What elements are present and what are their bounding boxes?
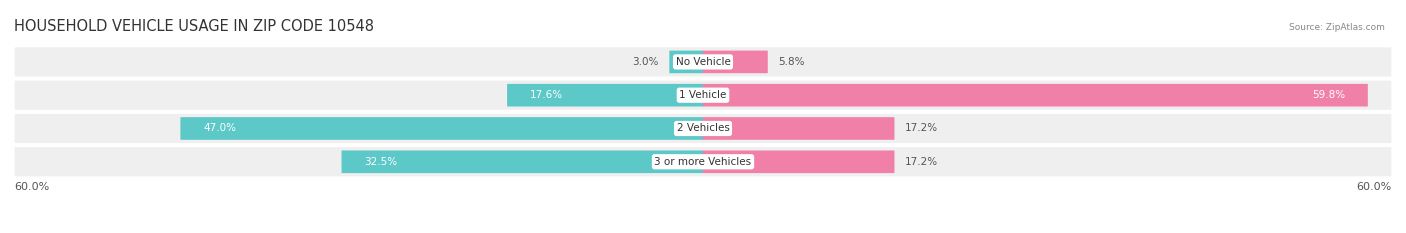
FancyBboxPatch shape	[703, 51, 768, 73]
Text: 2 Vehicles: 2 Vehicles	[676, 123, 730, 134]
FancyBboxPatch shape	[180, 117, 703, 140]
FancyBboxPatch shape	[342, 151, 703, 173]
FancyBboxPatch shape	[703, 84, 1368, 106]
Text: 60.0%: 60.0%	[1357, 182, 1392, 192]
FancyBboxPatch shape	[14, 46, 1392, 78]
Text: 47.0%: 47.0%	[202, 123, 236, 134]
FancyBboxPatch shape	[14, 113, 1392, 144]
Text: 17.2%: 17.2%	[905, 123, 938, 134]
FancyBboxPatch shape	[14, 79, 1392, 111]
FancyBboxPatch shape	[703, 151, 894, 173]
Text: Source: ZipAtlas.com: Source: ZipAtlas.com	[1289, 23, 1385, 32]
FancyBboxPatch shape	[508, 84, 703, 106]
Text: 17.2%: 17.2%	[905, 157, 938, 167]
FancyBboxPatch shape	[669, 51, 703, 73]
Text: 60.0%: 60.0%	[14, 182, 49, 192]
Text: 59.8%: 59.8%	[1312, 90, 1346, 100]
Text: 32.5%: 32.5%	[364, 157, 398, 167]
Text: HOUSEHOLD VEHICLE USAGE IN ZIP CODE 10548: HOUSEHOLD VEHICLE USAGE IN ZIP CODE 1054…	[14, 19, 374, 34]
Text: 3.0%: 3.0%	[633, 57, 658, 67]
Legend: Owner-occupied, Renter-occupied: Owner-occupied, Renter-occupied	[583, 230, 823, 233]
Text: 1 Vehicle: 1 Vehicle	[679, 90, 727, 100]
FancyBboxPatch shape	[703, 117, 894, 140]
FancyBboxPatch shape	[14, 146, 1392, 177]
Text: No Vehicle: No Vehicle	[675, 57, 731, 67]
Text: 5.8%: 5.8%	[779, 57, 806, 67]
Text: 17.6%: 17.6%	[530, 90, 562, 100]
Text: 3 or more Vehicles: 3 or more Vehicles	[654, 157, 752, 167]
